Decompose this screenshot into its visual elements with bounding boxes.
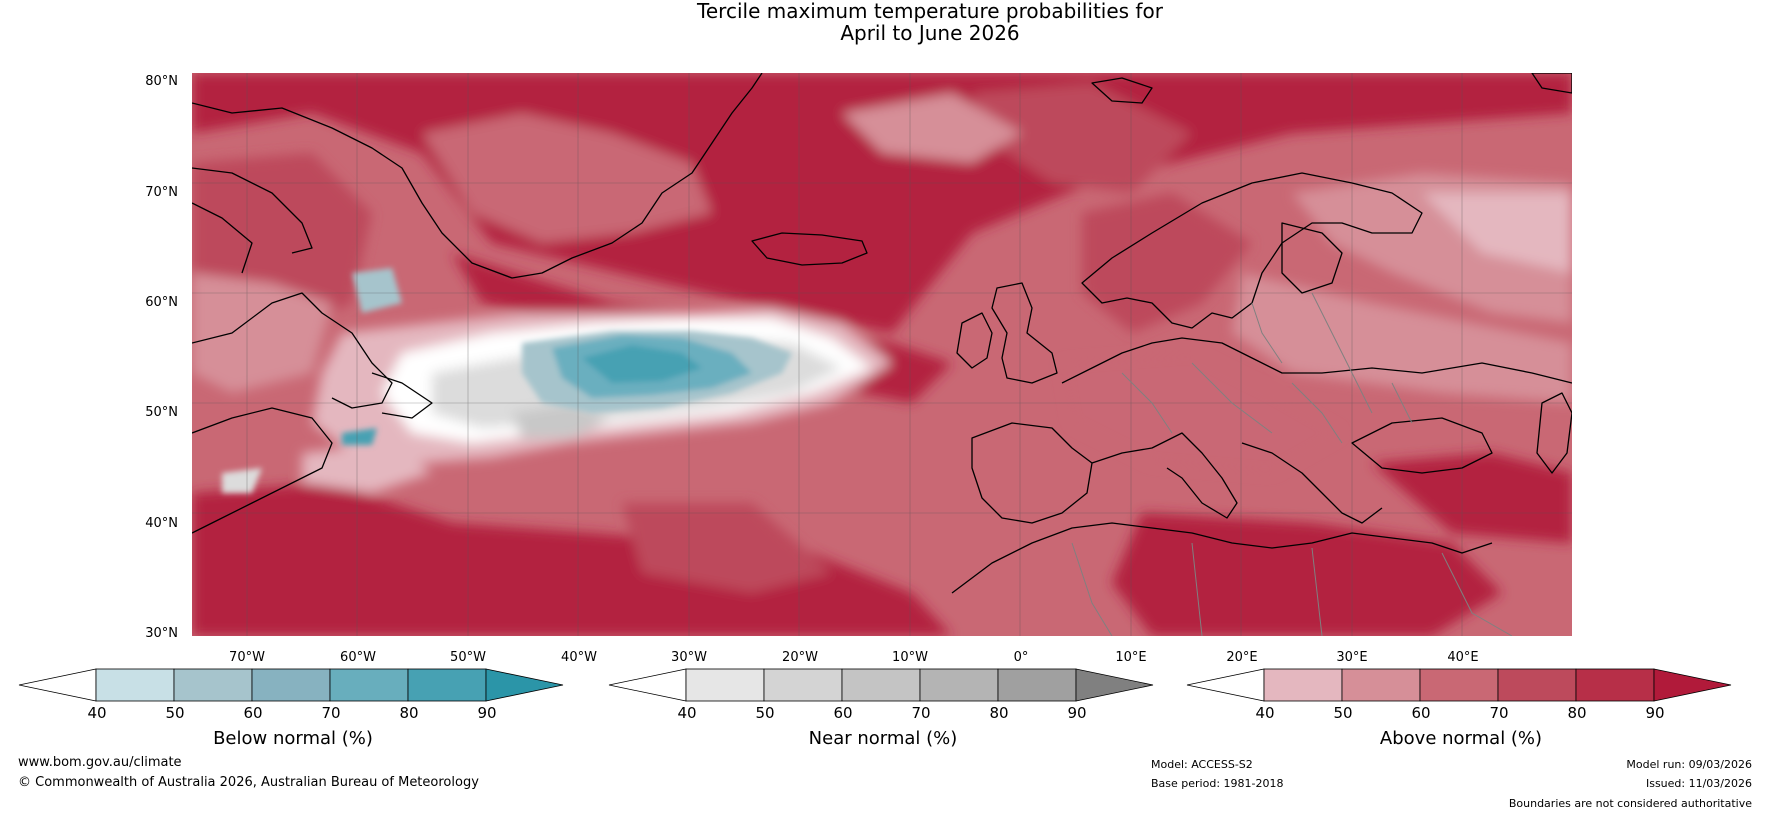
chart-title-line-1: Tercile maximum temperature probabilitie… xyxy=(697,0,1163,23)
below-tick-90: 90 xyxy=(477,704,497,722)
above-tick-70: 70 xyxy=(1489,704,1509,722)
colorbar-high-extension xyxy=(1653,668,1732,702)
colorbar-segment xyxy=(1575,668,1655,702)
lat-label-70n: 70°N xyxy=(145,185,178,200)
issued-date: Issued: 11/03/2026 xyxy=(1645,777,1752,790)
near-tick-70: 70 xyxy=(911,704,931,722)
lon-label-20w: 20°W xyxy=(782,650,818,665)
colorbar-low-extension xyxy=(608,668,687,702)
lat-label-60n: 60°N xyxy=(145,295,178,310)
below-tick-60: 60 xyxy=(243,704,263,722)
lon-label-60w: 60°W xyxy=(340,650,376,665)
below-normal-core xyxy=(222,268,792,493)
lat-label-30n: 30°N xyxy=(145,626,178,641)
below-tick-80: 80 xyxy=(399,704,419,722)
lon-label-10e: 10°E xyxy=(1115,650,1147,665)
legend-near-normal xyxy=(608,668,1158,754)
colorbar-segment xyxy=(407,668,487,702)
colorbar-segment xyxy=(95,668,175,702)
colorbar-segment xyxy=(1263,668,1343,702)
above-tick-60: 60 xyxy=(1411,704,1431,722)
country-borders xyxy=(1071,292,1513,636)
map-svg xyxy=(192,73,1572,636)
above-tick-50: 50 xyxy=(1333,704,1353,722)
lat-label-80n: 80°N xyxy=(145,74,178,89)
legend-title-above: Above normal (%) xyxy=(1379,728,1543,749)
colorbar-below-normal xyxy=(18,668,564,702)
boundaries-disclaimer: Boundaries are not considered authoritat… xyxy=(1508,797,1752,810)
near-tick-80: 80 xyxy=(989,704,1009,722)
colorbar-high-extension xyxy=(485,668,564,702)
legend-title-below: Below normal (%) xyxy=(213,728,373,749)
above-tick-80: 80 xyxy=(1567,704,1587,722)
website-link[interactable]: www.bom.gov.au/climate xyxy=(18,755,182,770)
above-tick-40: 40 xyxy=(1255,704,1275,722)
legend-above-normal xyxy=(1186,668,1736,754)
colorbar-segment xyxy=(173,668,253,702)
forecast-map xyxy=(192,73,1572,636)
colorbar-segment xyxy=(329,668,409,702)
colorbar-high-extension xyxy=(1075,668,1154,702)
colorbar-segment xyxy=(1497,668,1577,702)
lon-label-40e: 40°E xyxy=(1447,650,1479,665)
lon-label-20e: 20°E xyxy=(1226,650,1258,665)
colorbar-near-normal xyxy=(608,668,1154,702)
above-tick-90: 90 xyxy=(1645,704,1665,722)
lon-label-30e: 30°E xyxy=(1336,650,1368,665)
lon-label-10w: 10°W xyxy=(892,650,928,665)
near-tick-60: 60 xyxy=(833,704,853,722)
colorbar-above-normal xyxy=(1186,668,1732,702)
legend-below-normal xyxy=(18,668,568,754)
near-tick-90: 90 xyxy=(1067,704,1087,722)
lon-label-30w: 30°W xyxy=(671,650,707,665)
colorbar-segment xyxy=(763,668,843,702)
lat-label-50n: 50°N xyxy=(145,405,178,420)
lon-label-0: 0° xyxy=(1013,650,1029,665)
colorbar-segment xyxy=(1419,668,1499,702)
colorbar-segment xyxy=(685,668,765,702)
colorbar-segment xyxy=(251,668,331,702)
lon-label-70w: 70°W xyxy=(229,650,265,665)
colorbar-low-extension xyxy=(1186,668,1265,702)
legend-title-near: Near normal (%) xyxy=(808,728,958,749)
lon-label-50w: 50°W xyxy=(450,650,486,665)
colorbar-segment xyxy=(919,668,999,702)
colorbar-segment xyxy=(1341,668,1421,702)
below-tick-40: 40 xyxy=(87,704,107,722)
lon-label-40w: 40°W xyxy=(561,650,597,665)
colorbar-low-extension xyxy=(18,668,97,702)
model-name: Model: ACCESS-S2 xyxy=(1151,758,1253,771)
below-tick-70: 70 xyxy=(321,704,341,722)
below-tick-50: 50 xyxy=(165,704,185,722)
base-period: Base period: 1981-2018 xyxy=(1151,777,1284,790)
lat-label-40n: 40°N xyxy=(145,516,178,531)
colorbar-segment xyxy=(997,668,1077,702)
coastlines xyxy=(192,73,1572,594)
copyright-notice: © Commonwealth of Australia 2026, Austra… xyxy=(18,775,479,790)
near-tick-40: 40 xyxy=(677,704,697,722)
colorbar-segment xyxy=(841,668,921,702)
model-run-date: Model run: 09/03/2026 xyxy=(1626,758,1752,771)
chart-title-line-2: April to June 2026 xyxy=(840,21,1020,45)
near-tick-50: 50 xyxy=(755,704,775,722)
